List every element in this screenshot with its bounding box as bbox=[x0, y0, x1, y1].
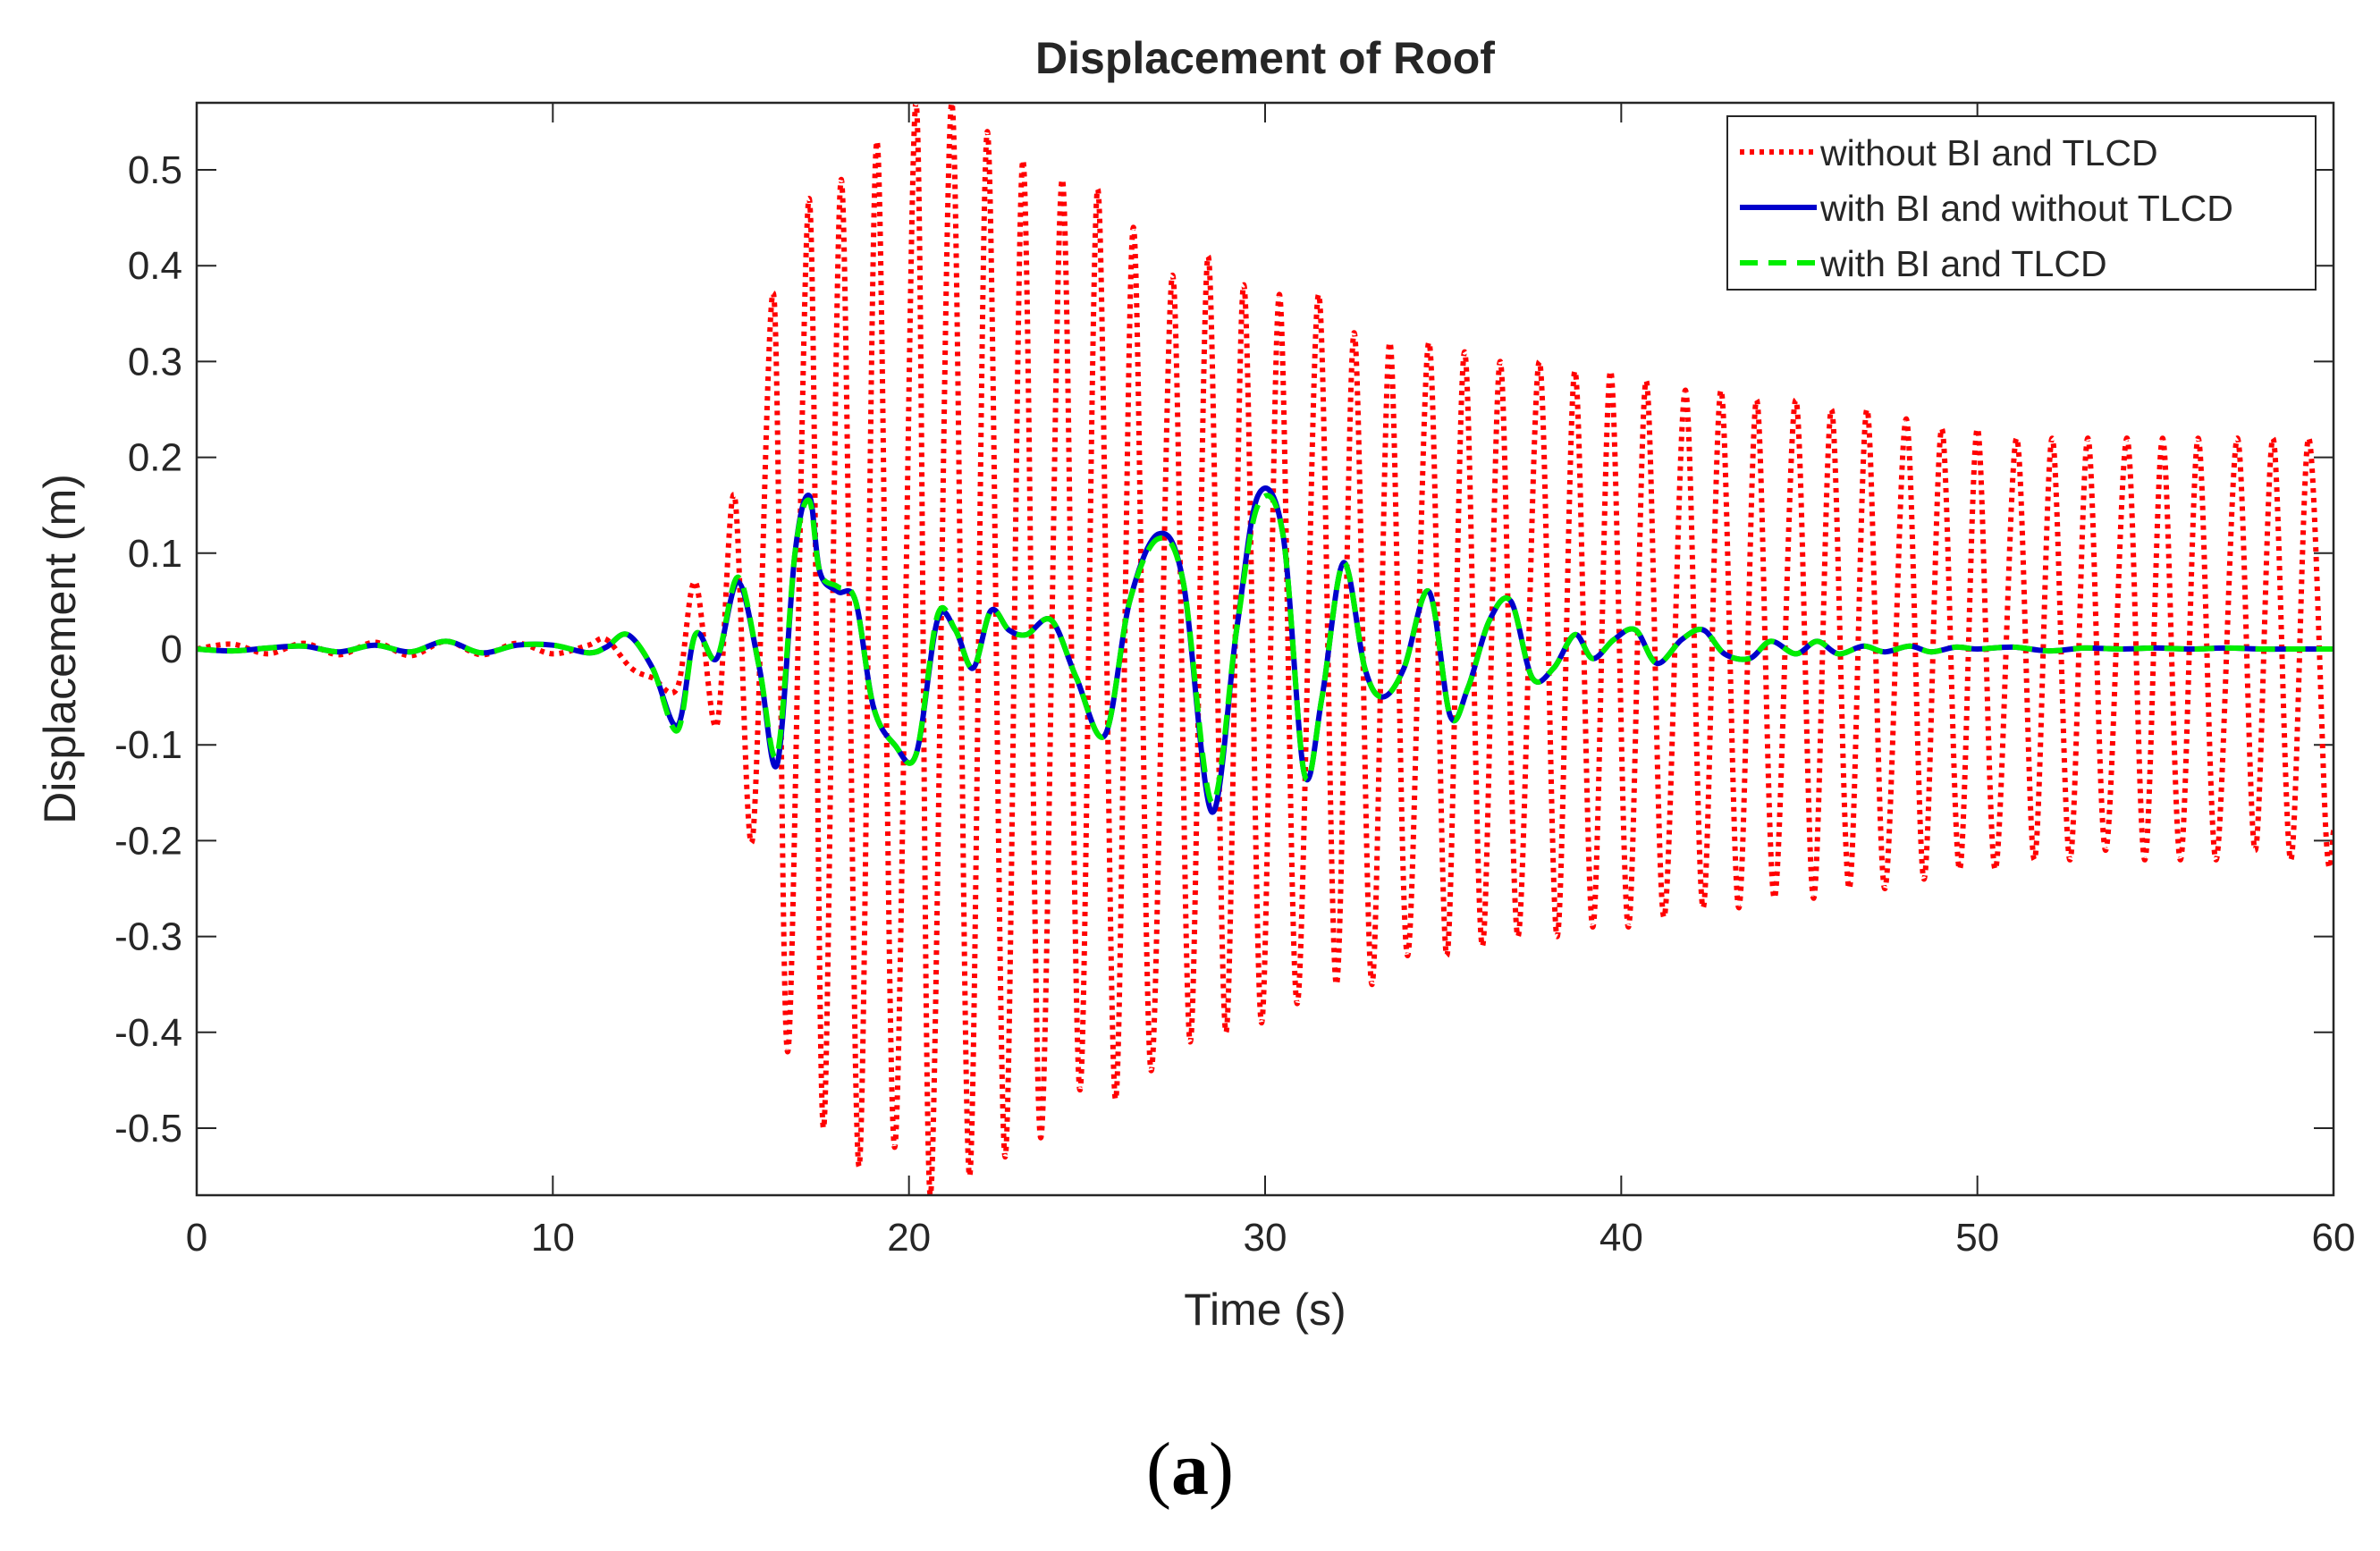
legend-label-with-bi-without-tlcd: with BI and without TLCD bbox=[1819, 188, 2233, 229]
y-tick-label: 0 bbox=[161, 628, 182, 671]
y-tick-label: -0.4 bbox=[114, 1011, 182, 1055]
y-tick-label: -0.2 bbox=[114, 819, 182, 863]
x-axis-label: Time (s) bbox=[1184, 1285, 1346, 1335]
caption-open-paren: ( bbox=[1146, 1428, 1171, 1511]
tick-marks bbox=[196, 103, 2334, 1195]
caption-label: a bbox=[1171, 1428, 1209, 1511]
y-tick-label: 0.5 bbox=[128, 148, 182, 192]
y-tick-label: 0.2 bbox=[128, 436, 182, 480]
figure-caption: (a) bbox=[0, 1426, 2380, 1513]
x-tick-label: 20 bbox=[887, 1216, 931, 1260]
y-axis-label: Displacement (m) bbox=[35, 474, 85, 824]
y-tick-label: 0.1 bbox=[128, 532, 182, 576]
x-tick-label: 50 bbox=[1955, 1216, 1999, 1260]
y-tick-label: -0.3 bbox=[114, 915, 182, 959]
series-lines bbox=[197, 103, 2334, 1195]
x-tick-labels: 0 10 20 30 40 50 60 bbox=[186, 1216, 2356, 1260]
x-tick-label: 60 bbox=[2312, 1216, 2356, 1260]
y-tick-label: 0.3 bbox=[128, 340, 182, 384]
x-tick-label: 10 bbox=[531, 1216, 575, 1260]
legend-label-without-bi-tlcd: without BI and TLCD bbox=[1819, 132, 2158, 173]
y-tick-label: -0.1 bbox=[114, 723, 182, 767]
legend-box bbox=[1726, 115, 2317, 291]
chart-title: Displacement of Roof bbox=[1035, 33, 1495, 83]
y-tick-labels: 0.5 0.4 0.3 0.2 0.1 0 -0.1 -0.2 -0.3 -0.4 -0.5 bbox=[114, 148, 182, 1151]
y-tick-label: -0.5 bbox=[114, 1107, 182, 1151]
x-tick-label: 30 bbox=[1244, 1216, 1287, 1260]
axes-frame bbox=[195, 101, 2335, 1197]
legend: without BI and TLCD with BI and without … bbox=[1726, 115, 2317, 291]
series-line-0 bbox=[197, 103, 2334, 1195]
series-line-2 bbox=[197, 493, 2334, 805]
x-tick-label: 0 bbox=[186, 1216, 207, 1260]
y-tick-label: 0.4 bbox=[128, 244, 182, 288]
legend-label-with-bi-tlcd: with BI and TLCD bbox=[1819, 243, 2107, 284]
x-tick-label: 40 bbox=[1599, 1216, 1643, 1260]
caption-close-paren: ) bbox=[1209, 1428, 1234, 1511]
